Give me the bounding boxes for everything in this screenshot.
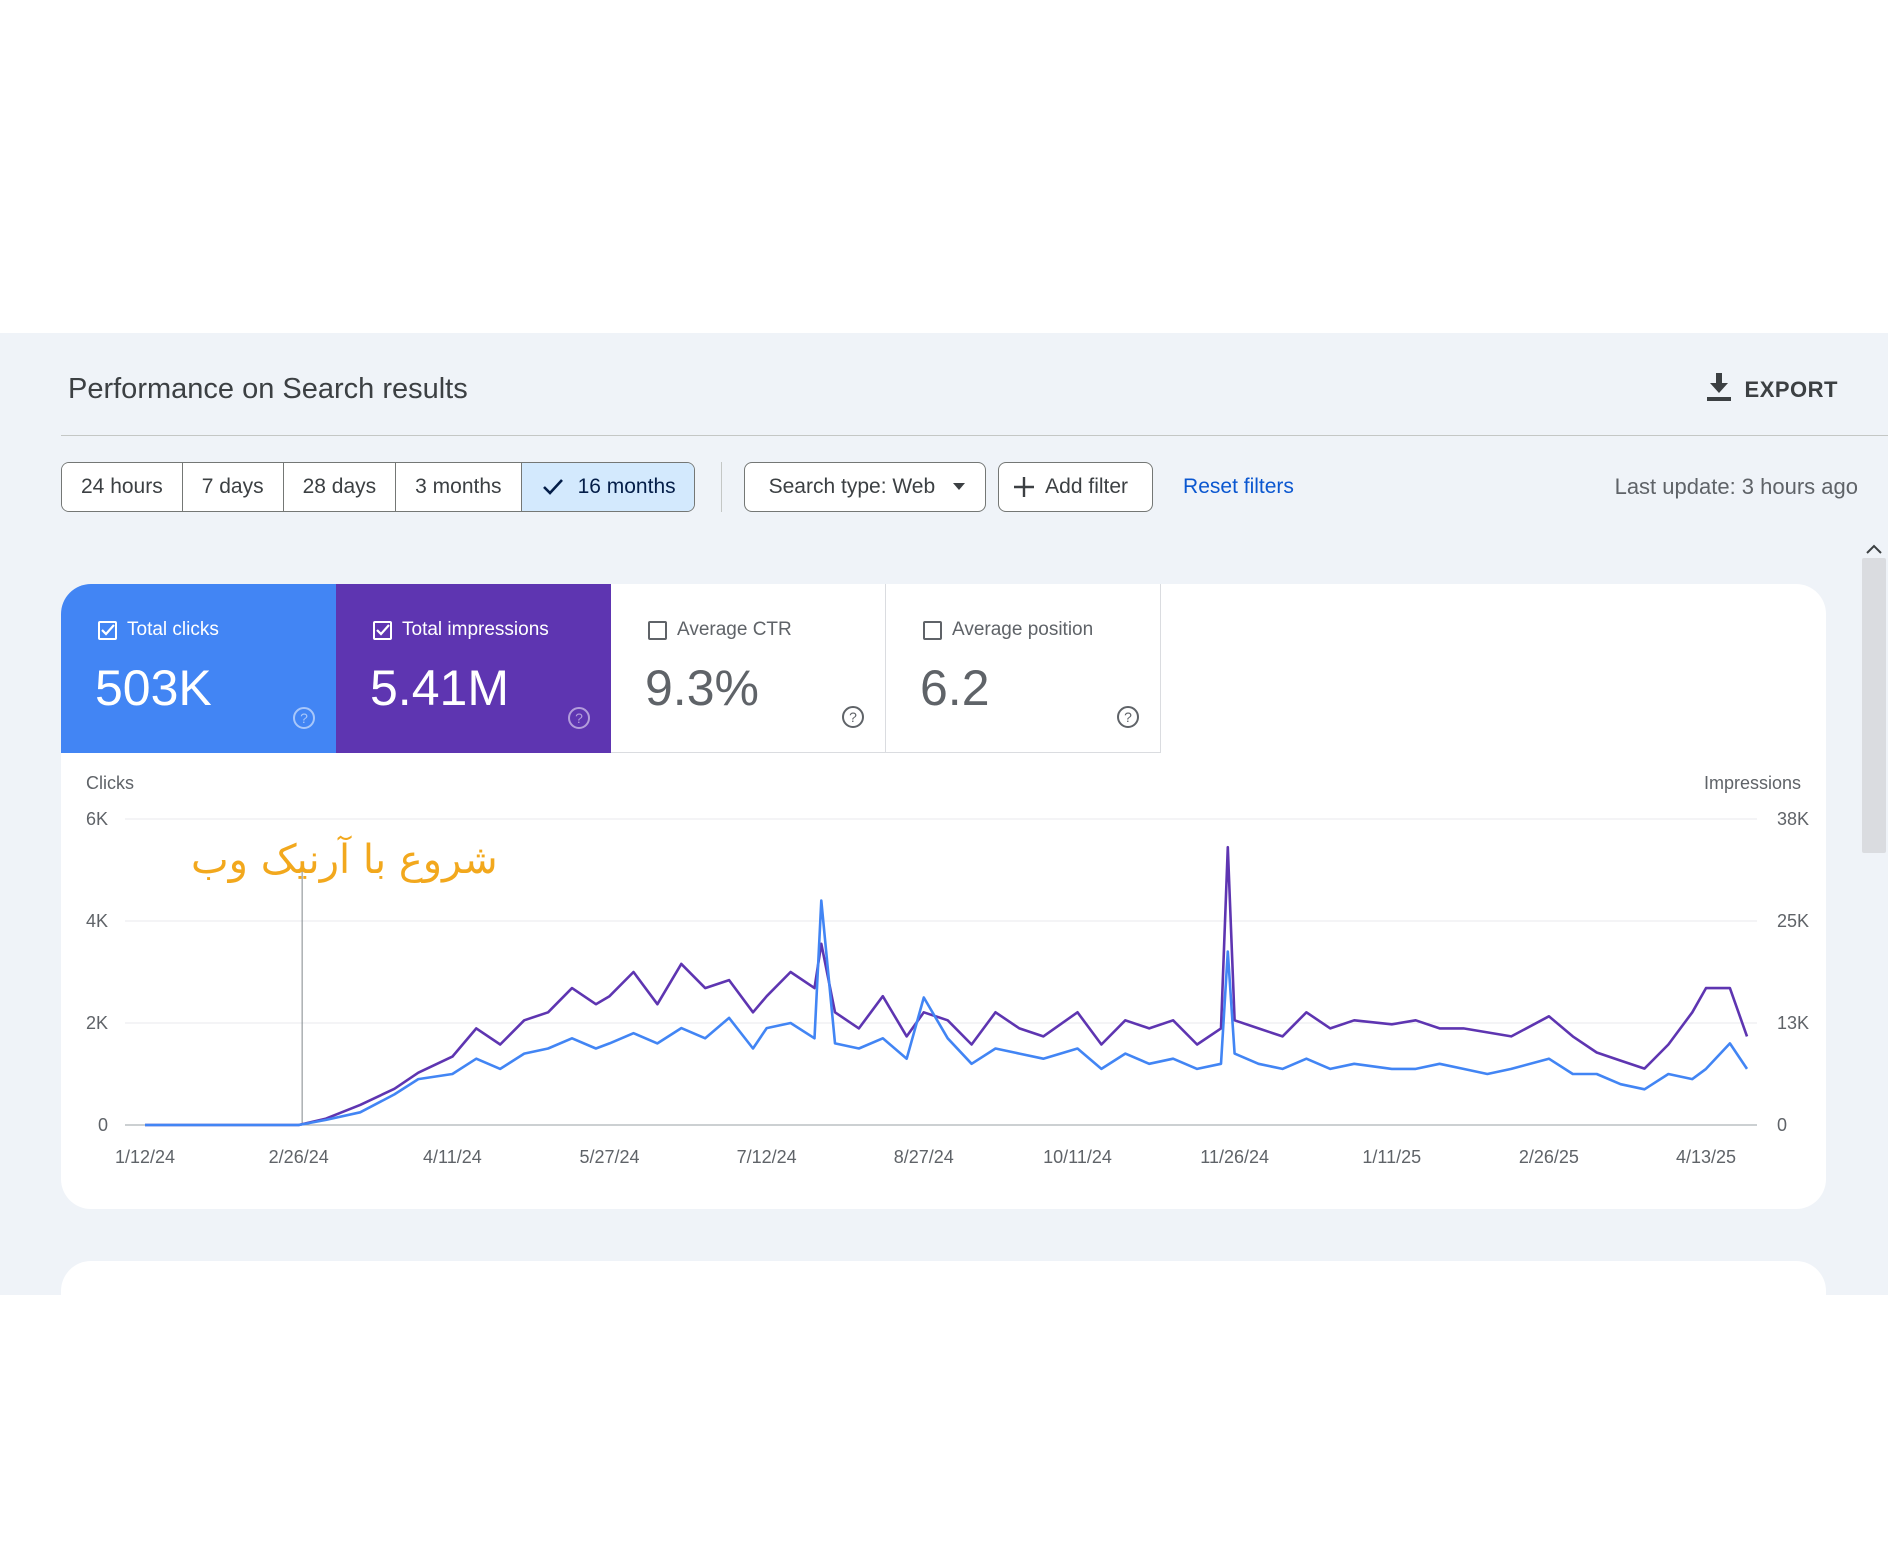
clicks-line bbox=[145, 899, 1749, 1127]
range-16-months-label: 16 months bbox=[577, 475, 676, 498]
add-filter-label: Add filter bbox=[1045, 475, 1129, 498]
header-divider bbox=[61, 435, 1888, 436]
x-tick-label: 1/12/24 bbox=[115, 1147, 175, 1167]
chart-plot: 6K 38K 4K 25K 2K 13K 0 0 1/12/24 2/26/24 4/11/24 5/… bbox=[86, 809, 1809, 1167]
date-range-selector: 24 hours 7 days 28 days 3 months 16 mont… bbox=[61, 462, 695, 512]
left-tick-label: 2K bbox=[86, 1013, 108, 1033]
search-type-dropdown[interactable]: Search type: Web bbox=[743, 462, 987, 512]
metric-value: 503K bbox=[95, 660, 212, 716]
checkbox-checked-icon[interactable] bbox=[373, 620, 392, 640]
performance-chart: Clicks Impressions 6K 38K 4K 25K 2K 13K 0 0 1/12… bbox=[61, 753, 1826, 1209]
metric-label: Average CTR bbox=[677, 619, 792, 640]
checkbox-checked-icon[interactable] bbox=[98, 620, 117, 640]
metric-value: 9.3% bbox=[645, 660, 759, 716]
left-tick-label: 4K bbox=[86, 911, 108, 931]
impressions-line bbox=[145, 845, 1749, 1127]
metric-label: Total impressions bbox=[402, 619, 549, 640]
svg-text:?: ? bbox=[849, 709, 857, 725]
x-tick-label: 5/27/24 bbox=[580, 1147, 640, 1167]
metric-value: 5.41M bbox=[370, 660, 509, 716]
x-tick-label: 4/11/24 bbox=[423, 1147, 482, 1167]
metric-cards: Total clicks 503K ? Total impressions 5.… bbox=[61, 584, 1161, 753]
right-tick-label: 38K bbox=[1777, 809, 1809, 829]
right-tick-label: 13K bbox=[1777, 1013, 1809, 1033]
toolbar-separator bbox=[720, 462, 722, 512]
metric-total-impressions[interactable]: Total impressions 5.41M ? bbox=[336, 584, 611, 753]
range-24-hours[interactable]: 24 hours bbox=[62, 463, 183, 511]
filter-toolbar: 24 hours 7 days 28 days 3 months 16 mont… bbox=[61, 462, 1861, 512]
next-section-card bbox=[61, 1261, 1826, 1295]
x-tick-label: 7/12/24 bbox=[737, 1147, 797, 1167]
page-title: Performance on Search results bbox=[68, 373, 468, 405]
metric-value: 6.2 bbox=[920, 660, 990, 716]
x-tick-label: 1/11/25 bbox=[1362, 1147, 1421, 1167]
x-tick-label: 2/26/25 bbox=[1519, 1147, 1579, 1167]
dropdown-arrow-icon bbox=[953, 483, 966, 491]
annotation-text: شروع با آرنیک وب bbox=[191, 835, 498, 883]
help-icon[interactable]: ? bbox=[567, 706, 591, 735]
metric-average-ctr[interactable]: Average CTR 9.3% ? bbox=[611, 584, 886, 753]
range-7-days[interactable]: 7 days bbox=[182, 463, 284, 511]
export-label: EXPORT bbox=[1744, 377, 1838, 402]
left-axis-title: Clicks bbox=[86, 773, 134, 793]
svg-text:?: ? bbox=[300, 710, 308, 726]
range-28-days[interactable]: 28 days bbox=[283, 463, 397, 511]
right-axis-title: Impressions bbox=[1703, 773, 1801, 793]
scroll-up-icon[interactable] bbox=[1866, 541, 1882, 559]
performance-panel: Performance on Search results EXPORT 24 … bbox=[0, 333, 1888, 1295]
metric-average-position[interactable]: Average position 6.2 ? bbox=[886, 584, 1161, 753]
checkbox-unchecked-icon[interactable] bbox=[648, 620, 667, 640]
range-16-months[interactable]: 16 months bbox=[521, 463, 694, 511]
range-3-months[interactable]: 3 months bbox=[396, 463, 522, 511]
help-icon[interactable]: ? bbox=[292, 706, 316, 735]
x-tick-label: 4/13/25 bbox=[1676, 1147, 1736, 1167]
performance-chart-card: Total clicks 503K ? Total impressions 5.… bbox=[61, 584, 1826, 1209]
checkbox-unchecked-icon[interactable] bbox=[923, 620, 942, 640]
x-tick-label: 10/11/24 bbox=[1043, 1147, 1112, 1167]
search-type-label: Search type: Web bbox=[768, 475, 936, 498]
reset-filters-link[interactable]: Reset filters bbox=[1183, 475, 1294, 498]
export-button[interactable]: EXPORT bbox=[1706, 373, 1838, 407]
metric-label: Average position bbox=[952, 619, 1094, 640]
left-tick-label: 6K bbox=[86, 809, 108, 829]
right-tick-label: 0 bbox=[1777, 1115, 1787, 1135]
add-filter-button[interactable]: Add filter bbox=[998, 462, 1154, 512]
scrollbar-thumb[interactable] bbox=[1862, 558, 1886, 853]
check-icon bbox=[542, 478, 568, 496]
svg-text:?: ? bbox=[575, 710, 583, 726]
last-update-text: Last update: 3 hours ago bbox=[1614, 474, 1858, 499]
help-icon[interactable]: ? bbox=[1116, 705, 1140, 734]
x-tick-label: 2/26/24 bbox=[269, 1147, 329, 1167]
metric-total-clicks[interactable]: Total clicks 503K ? bbox=[61, 584, 336, 753]
right-tick-label: 25K bbox=[1777, 911, 1809, 931]
left-tick-label: 0 bbox=[98, 1115, 108, 1135]
download-icon bbox=[1706, 373, 1731, 407]
x-tick-label: 11/26/24 bbox=[1200, 1147, 1269, 1167]
metric-label: Total clicks bbox=[127, 619, 219, 640]
plus-icon bbox=[1013, 476, 1035, 498]
help-icon[interactable]: ? bbox=[841, 705, 865, 734]
svg-text:?: ? bbox=[1124, 709, 1132, 725]
x-tick-label: 8/27/24 bbox=[894, 1147, 954, 1167]
